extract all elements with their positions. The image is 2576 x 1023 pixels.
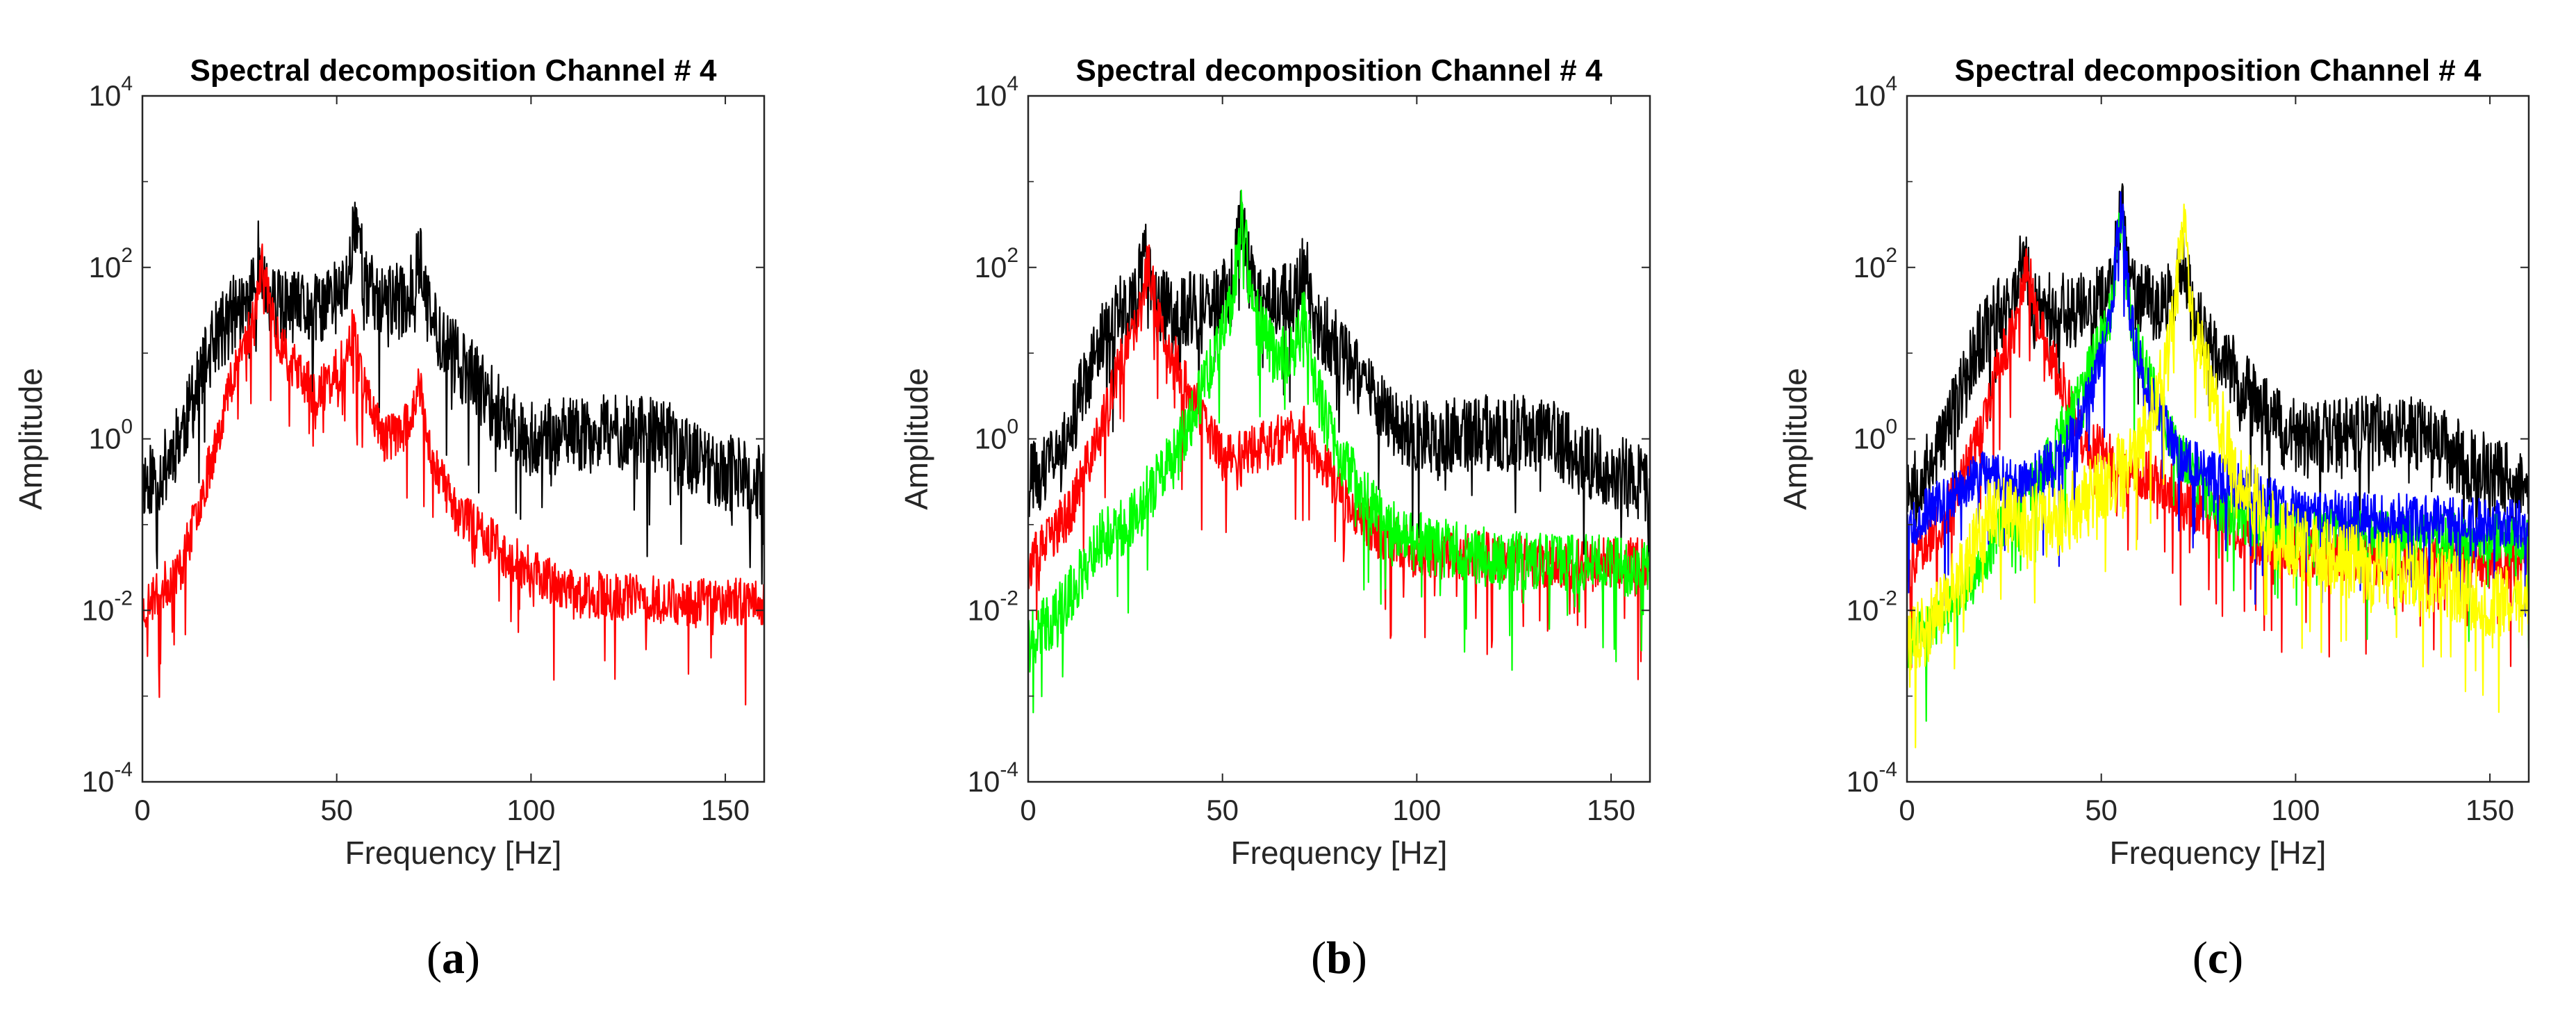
- y-tick-label: 10-2: [968, 587, 1018, 626]
- chart-panel-b: 0 50 100 150 10-4 10-2 100 102 104 Spectral decom…: [898, 54, 1651, 983]
- series-line-signal: [1907, 183, 2529, 560]
- x-axis-label: Frequency [Hz]: [345, 835, 562, 871]
- x-tick-label: 50: [2085, 794, 2117, 826]
- y-axis-label: Amplitude: [13, 368, 49, 510]
- series-line-signal: [142, 202, 764, 585]
- x-axis-label: Frequency [Hz]: [2110, 835, 2327, 871]
- y-tick-label: 102: [975, 244, 1018, 284]
- panel-label: (a): [427, 933, 480, 983]
- y-axis-label: Amplitude: [898, 368, 934, 510]
- chart-title: Spectral decomposition Channel # 4: [1076, 54, 1603, 88]
- y-tick-label: 100: [975, 416, 1018, 455]
- y-tick-label: 10-2: [82, 587, 133, 626]
- x-tick-label: 0: [134, 794, 150, 826]
- chart-title: Spectral decomposition Channel # 4: [1955, 54, 2482, 88]
- y-tick-label: 10-4: [968, 758, 1018, 798]
- chart-title: Spectral decomposition Channel # 4: [190, 54, 717, 88]
- chart-panel-a: 0 50 100 150 10-4 10-2 100 102 104 Spectral decom…: [13, 54, 766, 983]
- plot-area: [1028, 96, 1650, 782]
- y-tick-label: 104: [975, 72, 1018, 112]
- y-tick-label: 10-2: [1847, 587, 1897, 626]
- chart-panel-c: 0 50 100 150 10-4 10-2 100 102 104 Spectral decom…: [1777, 54, 2530, 983]
- y-tick-label: 102: [1853, 244, 1897, 284]
- y-tick-label: 102: [89, 244, 133, 284]
- y-tick-label: 104: [89, 72, 133, 112]
- x-tick-label: 150: [701, 794, 750, 826]
- x-tick-label: 100: [506, 794, 555, 826]
- y-tick-label: 104: [1853, 72, 1897, 112]
- y-tick-label: 10-4: [82, 758, 133, 798]
- x-tick-label: 150: [1587, 794, 1635, 826]
- x-tick-label: 150: [2466, 794, 2514, 826]
- y-tick-label: 10-4: [1847, 758, 1897, 798]
- series-line-mode-1: [142, 243, 764, 706]
- panel-label: (c): [2193, 933, 2243, 983]
- panel-label: (b): [1311, 933, 1367, 983]
- series-line-mode-3: [1907, 191, 2529, 617]
- x-tick-label: 50: [320, 794, 353, 826]
- y-tick-label: 100: [1853, 416, 1897, 455]
- x-tick-label: 50: [1206, 794, 1239, 826]
- x-axis-label: Frequency [Hz]: [1231, 835, 1448, 871]
- series-line-mode-4: [1907, 203, 2529, 748]
- series-line-mode-2: [1028, 189, 1650, 714]
- x-tick-label: 0: [1899, 794, 1915, 826]
- x-tick-label: 0: [1020, 794, 1036, 826]
- y-tick-label: 100: [89, 416, 133, 455]
- y-axis-label: Amplitude: [1777, 368, 1813, 510]
- x-tick-label: 100: [2271, 794, 2320, 826]
- x-tick-label: 100: [1392, 794, 1441, 826]
